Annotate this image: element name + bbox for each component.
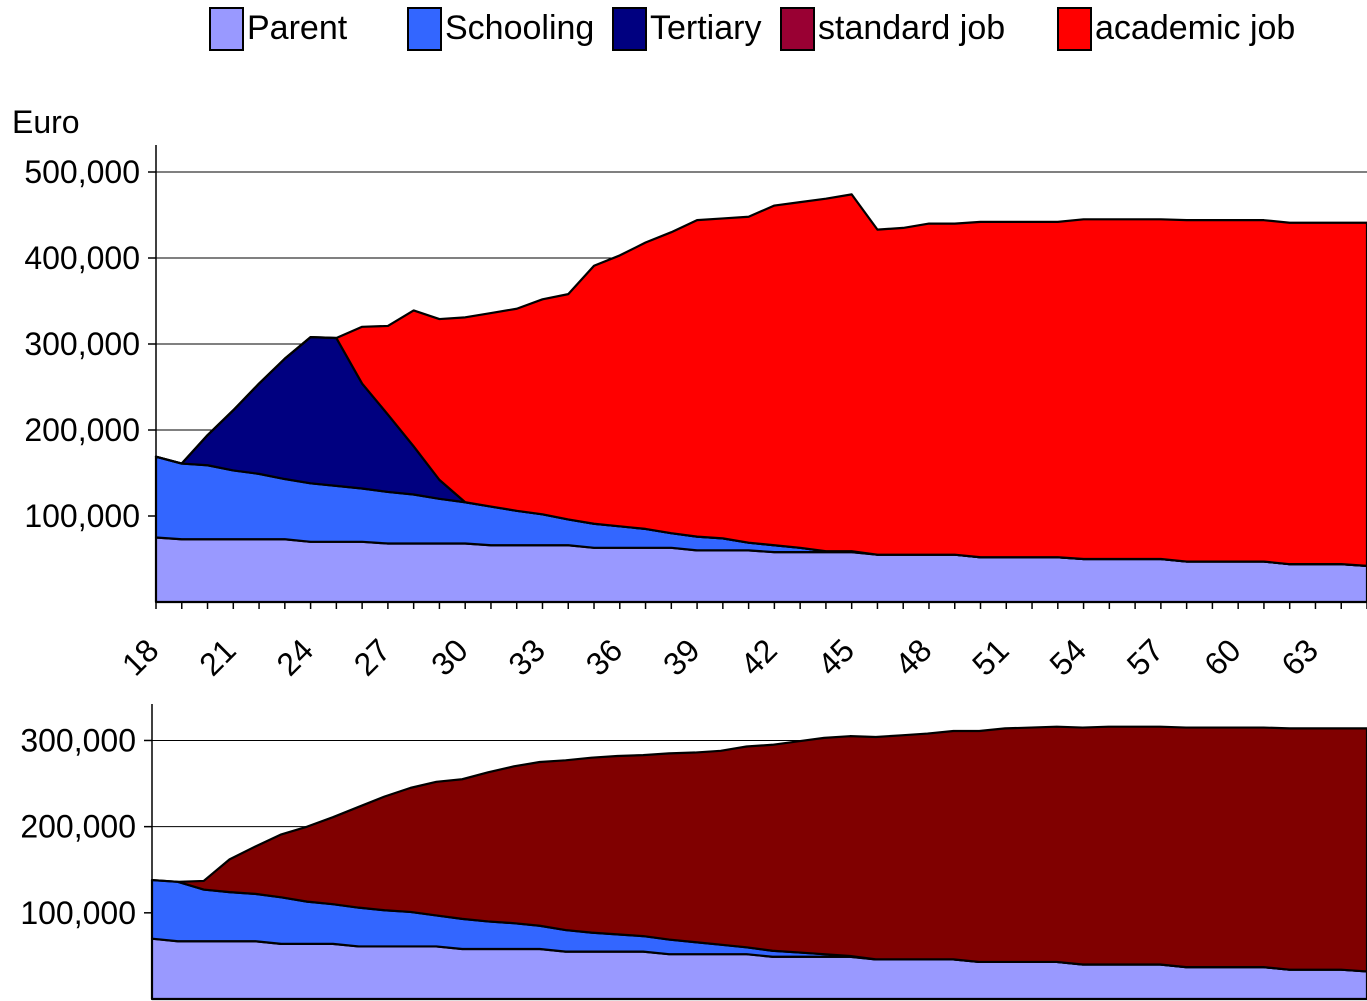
legend-item-academic-job: academic job [1057,7,1295,51]
legend-label-academic-job: academic job [1095,9,1295,47]
legend-swatch-schooling [407,7,442,51]
x-tick-label: 21 [192,632,243,683]
legend-item-parent: Parent [209,7,348,51]
x-tick-label: 18 [115,632,166,683]
x-tick-label: 42 [733,632,784,683]
legend-swatch-standard-job [780,7,815,51]
legend-swatch-tertiary [612,7,647,51]
y-tick-label: 200,000 [20,809,136,845]
area-academic-job [154,193,1367,567]
y-tick-label: 100,000 [24,498,140,534]
legend-swatch-academic-job [1057,7,1092,51]
x-tick-label: 48 [888,632,939,683]
y-tick-label: 500,000 [24,154,140,190]
legend-label-tertiary: Tertiary [650,9,761,47]
x-tick-label: 60 [1197,632,1248,683]
x-tick-label: 24 [270,632,321,683]
y-tick-label: 400,000 [24,240,140,276]
y-tick-label: 100,000 [20,895,136,931]
y-tick-label: 300,000 [24,326,140,362]
y-axis-title: Euro [12,104,80,140]
legend-label-standard-job: standard job [818,9,1005,47]
x-tick-label: 27 [347,632,398,683]
area-standard-job [150,725,1367,973]
x-tick-label: 63 [1274,632,1325,683]
x-tick-label: 57 [1120,632,1171,683]
academic-path-chart: 100,000 200,000 300,000 400,000 500,000 Euro 1… [12,104,1367,683]
x-tick-label: 33 [501,632,552,683]
y-tick-label: 200,000 [24,412,140,448]
standard-path-chart: 100,000 200,000 300,000 [20,704,1367,1001]
x-tick-label: 51 [965,632,1016,683]
x-tick-label: 54 [1042,632,1093,683]
x-tick-label: 36 [579,632,630,683]
x-tick-label: 30 [424,632,475,683]
legend-label-parent: Parent [247,9,348,47]
legend-item-schooling: Schooling [407,7,594,51]
legend-item-standard-job: standard job [780,7,1005,51]
x-tick-label: 45 [811,632,862,683]
legend-item-tertiary: Tertiary [612,7,761,51]
legend: Parent Schooling Tertiary standard job acade… [209,7,1295,51]
x-tick-label: 39 [656,632,707,683]
y-tick-label: 300,000 [20,722,136,758]
legend-label-schooling: Schooling [445,9,594,47]
legend-swatch-parent [209,7,244,51]
